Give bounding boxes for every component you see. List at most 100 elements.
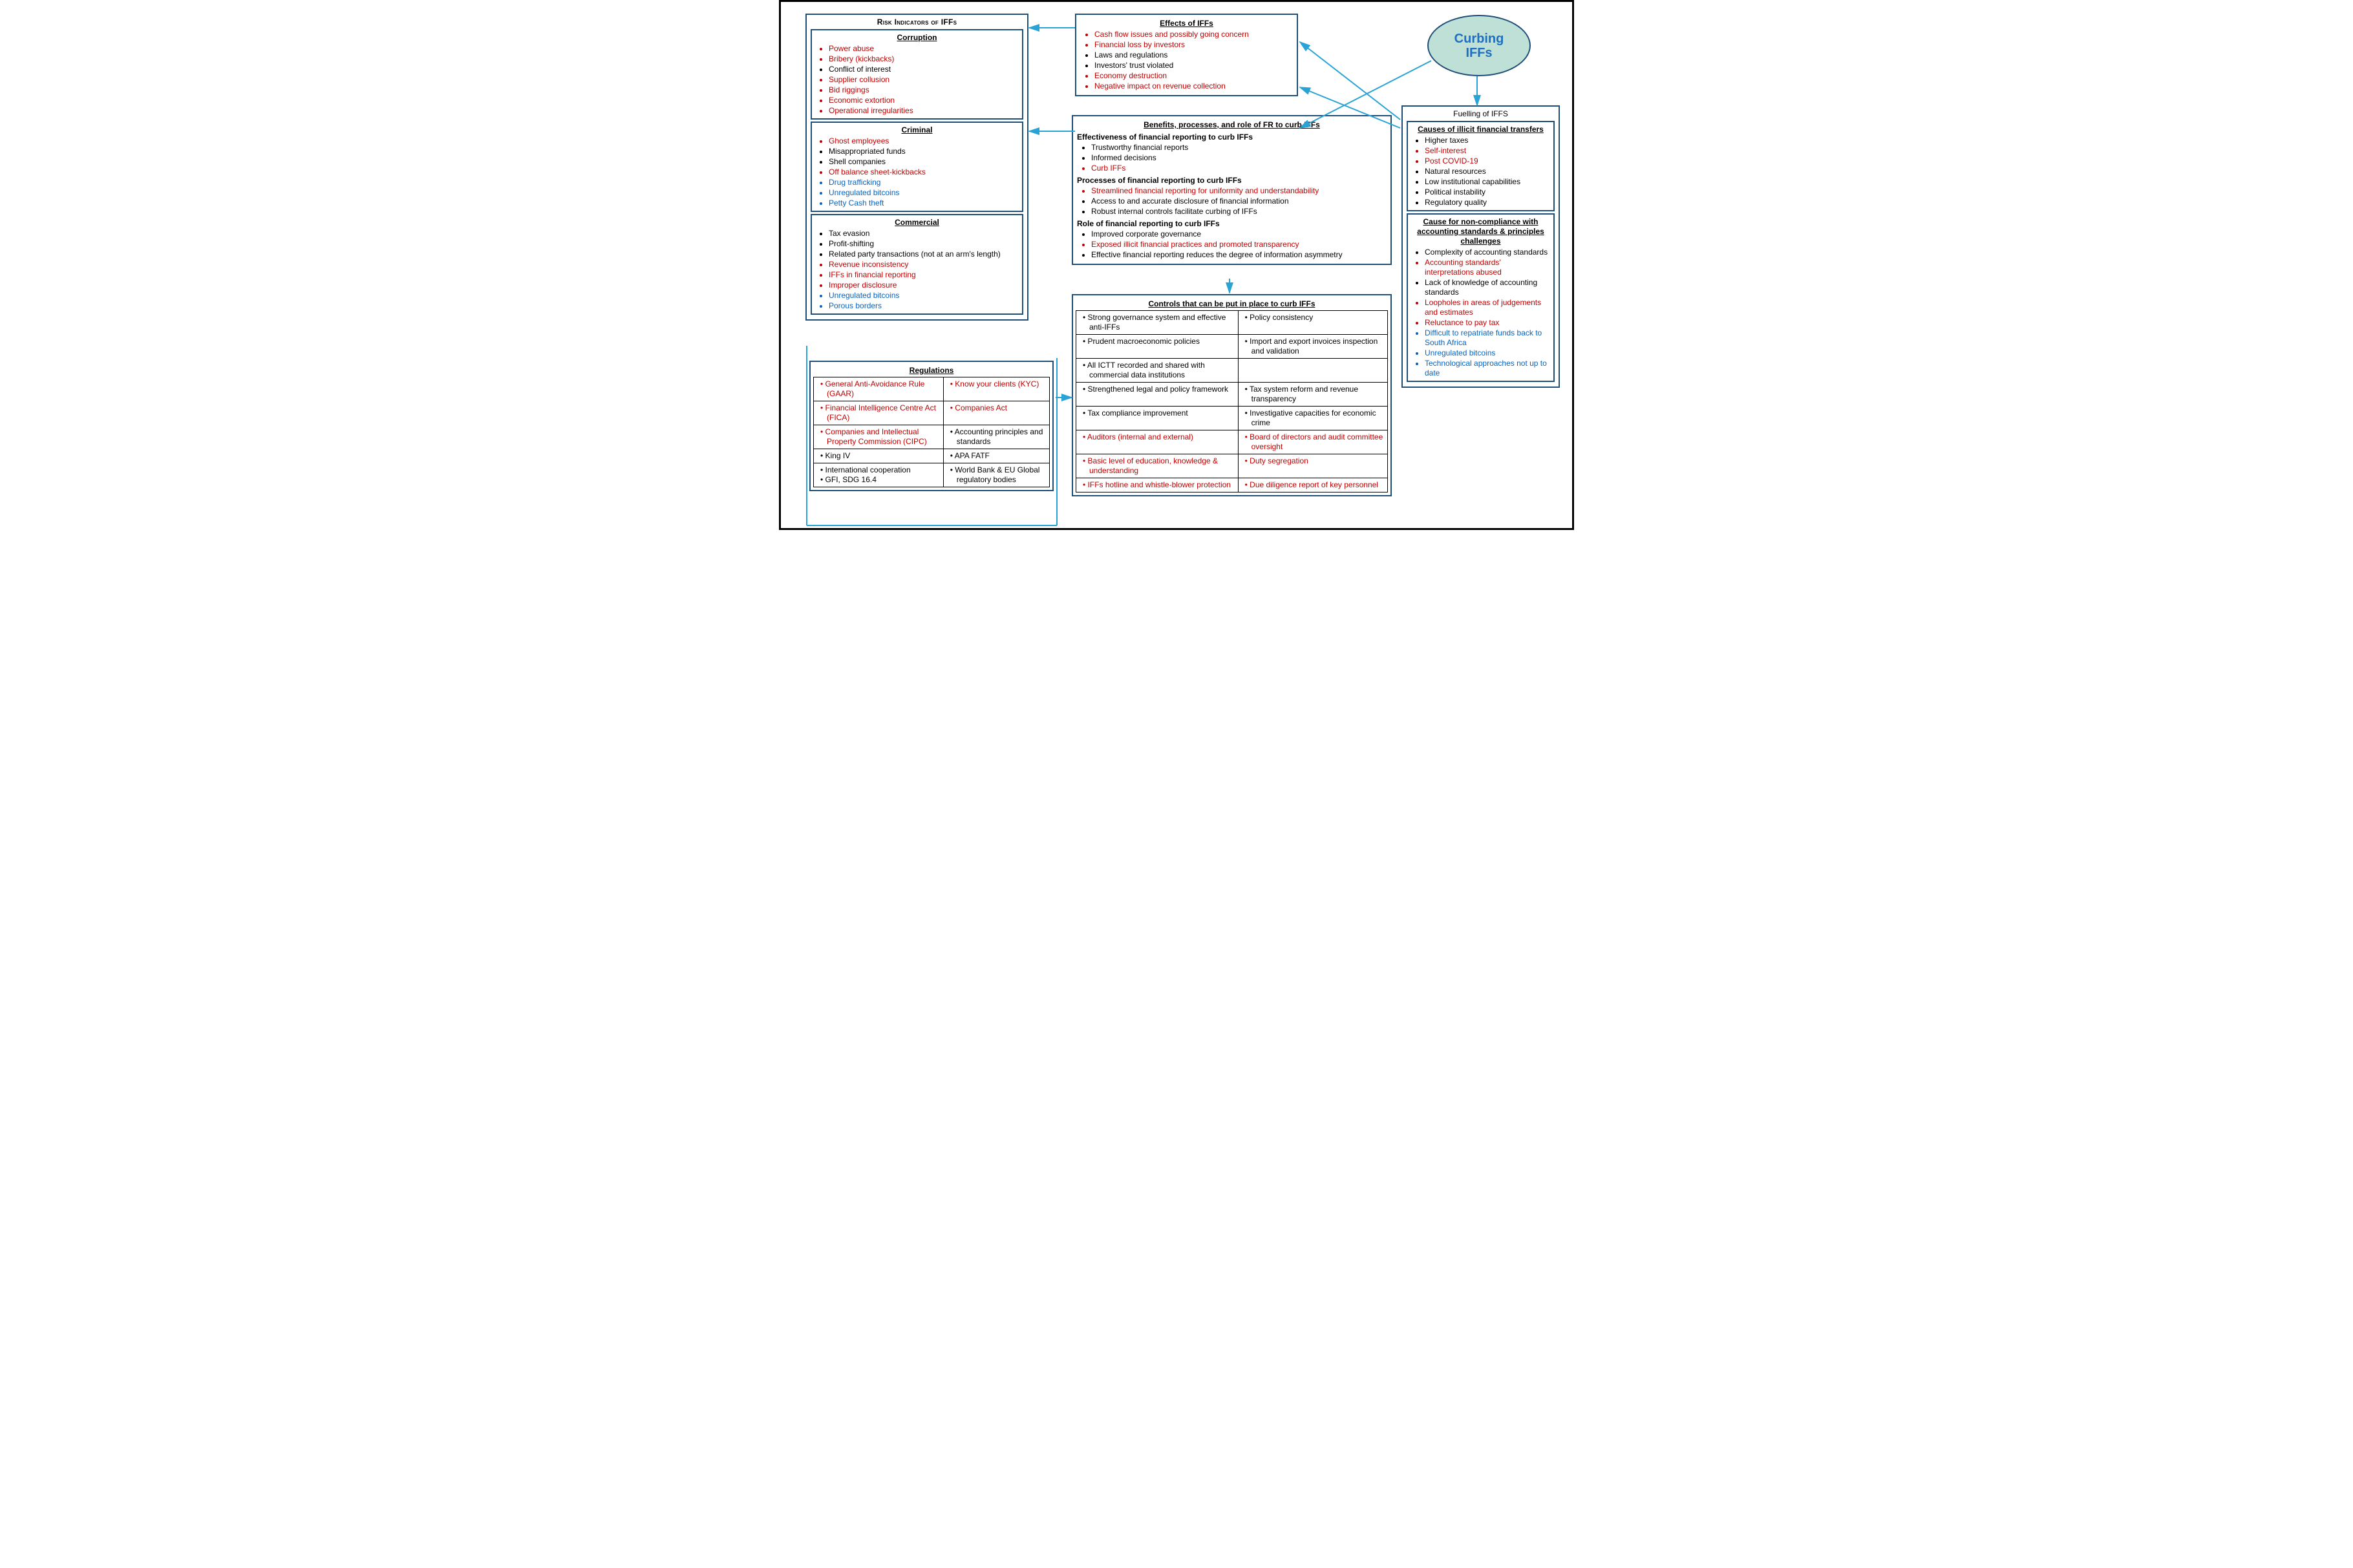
list-item: Tax evasion <box>829 229 1019 238</box>
list-item: Bid riggings <box>829 85 1019 95</box>
risk-indicators-box: Risk Indicators of IFFs Corruption Power… <box>805 14 1028 321</box>
list-item: Drug trafficking <box>829 178 1019 187</box>
table-row: King IVAPA FATF <box>814 449 1050 463</box>
table-cell: Duty segregation <box>1238 454 1387 478</box>
table-cell: World Bank & EU Global regulatory bodies <box>943 463 1049 487</box>
table-cell: Companies and Intellectual Property Comm… <box>814 425 944 449</box>
list-item: Petty Cash theft <box>829 198 1019 208</box>
table-row: Strong governance system and effective a… <box>1076 311 1388 335</box>
list-item: Unregulated bitcoins <box>829 291 1019 301</box>
table-cell: Know your clients (KYC) <box>943 377 1049 401</box>
table-row: Tax compliance improvementInvestigative … <box>1076 407 1388 430</box>
table-cell: IFFs hotline and whistle-blower protecti… <box>1076 478 1239 493</box>
risk-criminal-box: Criminal Ghost employeesMisappropriated … <box>811 122 1023 212</box>
table-cell: General Anti-Avoidance Rule (GAAR) <box>814 377 944 401</box>
curbing-line2: IFFs <box>1465 46 1492 60</box>
table-cell: Companies Act <box>943 401 1049 425</box>
table-cell: Financial Intelligence Centre Act (FICA) <box>814 401 944 425</box>
table-cell: Investigative capacities for economic cr… <box>1238 407 1387 430</box>
fuelling-title: Fuelling of IFFS <box>1407 109 1555 119</box>
table-cell: King IV <box>814 449 944 463</box>
list-item: Political instability <box>1425 187 1551 197</box>
list-item: Post COVID-19 <box>1425 156 1551 166</box>
list-item: Off balance sheet-kickbacks <box>829 167 1019 177</box>
list-item: Lack of knowledge of accounting standard… <box>1425 278 1551 297</box>
causes-box: Causes of illicit financial transfers Hi… <box>1407 121 1555 211</box>
list-item: Robust internal controls facilitate curb… <box>1091 207 1387 217</box>
table-cell: International cooperationGFI, SDG 16.4 <box>814 463 944 487</box>
list-item: Difficult to repatriate funds back to So… <box>1425 328 1551 348</box>
list-item: Exposed illicit financial practices and … <box>1091 240 1387 249</box>
controls-table: Strong governance system and effective a… <box>1076 310 1388 493</box>
table-cell: All ICTT recorded and shared with commer… <box>1076 359 1239 383</box>
list-item: Improper disclosure <box>829 281 1019 290</box>
list-item: Unregulated bitcoins <box>829 188 1019 198</box>
table-row: International cooperationGFI, SDG 16.4Wo… <box>814 463 1050 487</box>
benefits-sec3: Role of financial reporting to curb IFFs <box>1077 219 1387 229</box>
list-item: Higher taxes <box>1425 136 1551 145</box>
list-item: Negative impact on revenue collection <box>1094 81 1293 91</box>
list-item: Natural resources <box>1425 167 1551 176</box>
causes-title: Causes of illicit financial transfers <box>1411 125 1551 134</box>
table-row: Basic level of education, knowledge & un… <box>1076 454 1388 478</box>
curbing-iffs-ellipse: Curbing IFFs <box>1427 15 1531 76</box>
list-item: Supplier collusion <box>829 75 1019 85</box>
risk-commercial-box: Commercial Tax evasionProfit-shiftingRel… <box>811 214 1023 315</box>
table-cell: APA FATF <box>943 449 1049 463</box>
benefits-title: Benefits, processes, and role of FR to c… <box>1077 120 1387 130</box>
list-item: Complexity of accounting standards <box>1425 248 1551 257</box>
list-item: Reluctance to pay tax <box>1425 318 1551 328</box>
table-cell: Basic level of education, knowledge & un… <box>1076 454 1239 478</box>
table-cell: Prudent macroeconomic policies <box>1076 335 1239 359</box>
table-cell: Due diligence report of key personnel <box>1238 478 1387 493</box>
table-row: Prudent macroeconomic policiesImport and… <box>1076 335 1388 359</box>
risk-title: Risk Indicators of IFFs <box>811 17 1023 27</box>
list-item: Cash flow issues and possibly going conc… <box>1094 30 1293 39</box>
list-item: Effective financial reporting reduces th… <box>1091 250 1387 260</box>
list-item: Profit-shifting <box>829 239 1019 249</box>
table-cell <box>1238 359 1387 383</box>
table-cell: Policy consistency <box>1238 311 1387 335</box>
list-item: Shell companies <box>829 157 1019 167</box>
list-item: Streamlined financial reporting for unif… <box>1091 186 1387 196</box>
list-item: Accounting standards' interpretations ab… <box>1425 258 1551 277</box>
list-item: Revenue inconsistency <box>829 260 1019 270</box>
controls-box: Controls that can be put in place to cur… <box>1072 294 1392 496</box>
list-item: Improved corporate governance <box>1091 229 1387 239</box>
list-item: Bribery (kickbacks) <box>829 54 1019 64</box>
list-item: Informed decisions <box>1091 153 1387 163</box>
list-item: Financial loss by investors <box>1094 40 1293 50</box>
list-item: Low institutional capabilities <box>1425 177 1551 187</box>
benefits-box: Benefits, processes, and role of FR to c… <box>1072 115 1392 265</box>
controls-title: Controls that can be put in place to cur… <box>1076 299 1388 309</box>
noncomp-box: Cause for non-compliance with accounting… <box>1407 213 1555 382</box>
table-cell: Auditors (internal and external) <box>1076 430 1239 454</box>
list-item: Unregulated bitcoins <box>1425 348 1551 358</box>
effects-title: Effects of IFFs <box>1080 19 1293 28</box>
table-cell: Accounting principles and standards <box>943 425 1049 449</box>
list-item: Curb IFFs <box>1091 164 1387 173</box>
list-item: Investors' trust violated <box>1094 61 1293 70</box>
list-item: Regulatory quality <box>1425 198 1551 207</box>
list-item: Economy destruction <box>1094 71 1293 81</box>
commercial-title: Commercial <box>814 218 1019 228</box>
curbing-line1: Curbing <box>1454 32 1504 46</box>
table-cell: Import and export invoices inspection an… <box>1238 335 1387 359</box>
risk-corruption-box: Corruption Power abuseBribery (kickbacks… <box>811 29 1023 120</box>
list-item: Access to and accurate disclosure of fin… <box>1091 196 1387 206</box>
list-item: Self-interest <box>1425 146 1551 156</box>
regulations-table: General Anti-Avoidance Rule (GAAR)Know y… <box>813 377 1050 487</box>
table-row: Strengthened legal and policy frameworkT… <box>1076 383 1388 407</box>
table-row: All ICTT recorded and shared with commer… <box>1076 359 1388 383</box>
table-cell: Board of directors and audit committee o… <box>1238 430 1387 454</box>
diagram-canvas: Curbing IFFs Risk Indicators of IFFs Cor… <box>779 0 1574 530</box>
table-row: Auditors (internal and external)Board of… <box>1076 430 1388 454</box>
corruption-title: Corruption <box>814 33 1019 43</box>
list-item: Power abuse <box>829 44 1019 54</box>
list-item: Laws and regulations <box>1094 50 1293 60</box>
list-item: Operational irregularities <box>829 106 1019 116</box>
table-cell: Strong governance system and effective a… <box>1076 311 1239 335</box>
table-row: Financial Intelligence Centre Act (FICA)… <box>814 401 1050 425</box>
list-item: Ghost employees <box>829 136 1019 146</box>
list-item: Economic extortion <box>829 96 1019 105</box>
